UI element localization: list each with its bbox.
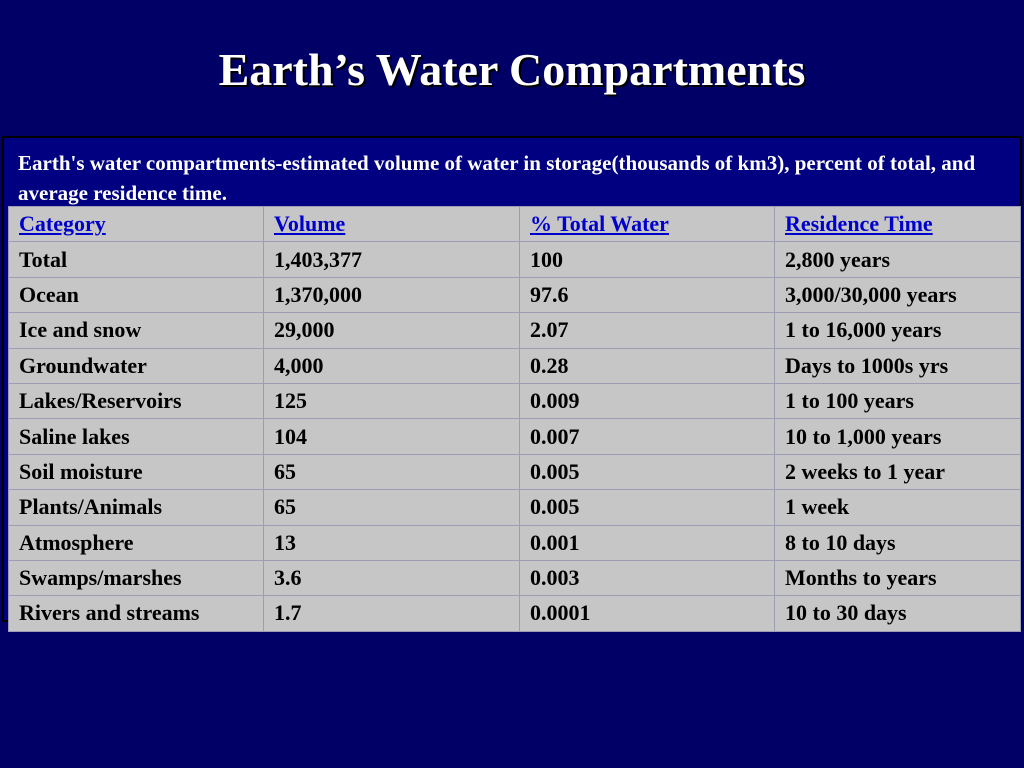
cell-volume: 3.6 <box>263 559 520 597</box>
cell-category: Soil moisture <box>8 453 264 491</box>
header-volume[interactable]: Volume <box>263 205 520 243</box>
table-row: Atmosphere 13 0.001 8 to 10 days <box>8 524 1021 561</box>
cell-volume: 13 <box>263 524 520 561</box>
cell-percent: 0.28 <box>519 347 775 384</box>
table-row: Groundwater 4,000 0.28 Days to 1000s yrs <box>8 347 1021 384</box>
cell-category: Plants/Animals <box>8 489 264 526</box>
cell-category: Ocean <box>8 276 264 314</box>
cell-residence-time: 2,800 years <box>774 241 1021 278</box>
table-row: Total 1,403,377 100 2,800 years <box>8 241 1021 278</box>
cell-percent: 0.009 <box>519 382 775 420</box>
cell-volume: 29,000 <box>263 312 520 349</box>
table-row: Lakes/Reservoirs 125 0.009 1 to 100 year… <box>8 382 1021 420</box>
table-row: Saline lakes 104 0.007 10 to 1,000 years <box>8 418 1021 455</box>
table-row: Rivers and streams 1.7 0.0001 10 to 30 d… <box>8 595 1021 632</box>
cell-category: Atmosphere <box>8 524 264 561</box>
cell-category: Saline lakes <box>8 418 264 455</box>
header-residence-time[interactable]: Residence Time <box>774 205 1021 243</box>
cell-percent: 0.005 <box>519 489 775 526</box>
cell-volume: 65 <box>263 489 520 526</box>
cell-percent: 97.6 <box>519 276 775 314</box>
water-compartments-table: Category Volume % Total Water Residence … <box>8 205 1021 632</box>
table-row: Ocean 1,370,000 97.6 3,000/30,000 years <box>8 276 1021 314</box>
cell-category: Total <box>8 241 264 278</box>
cell-volume: 104 <box>263 418 520 455</box>
cell-volume: 1,403,377 <box>263 241 520 278</box>
cell-residence-time: Months to years <box>774 559 1021 597</box>
cell-category: Rivers and streams <box>8 595 264 632</box>
cell-residence-time: 10 to 30 days <box>774 595 1021 632</box>
cell-percent: 0.003 <box>519 559 775 597</box>
cell-category: Groundwater <box>8 347 264 384</box>
cell-category: Ice and snow <box>8 312 264 349</box>
cell-percent: 0.007 <box>519 418 775 455</box>
cell-percent: 2.07 <box>519 312 775 349</box>
table-row: Swamps/marshes 3.6 0.003 Months to years <box>8 559 1021 597</box>
cell-percent: 0.0001 <box>519 595 775 632</box>
header-category[interactable]: Category <box>8 205 264 243</box>
cell-residence-time: Days to 1000s yrs <box>774 347 1021 384</box>
cell-residence-time: 10 to 1,000 years <box>774 418 1021 455</box>
cell-volume: 1,370,000 <box>263 276 520 314</box>
cell-percent: 0.005 <box>519 453 775 491</box>
table-row: Plants/Animals 65 0.005 1 week <box>8 489 1021 526</box>
slide-title: Earth’s Water Compartments <box>218 44 806 95</box>
header-percent-total-water[interactable]: % Total Water <box>519 205 775 243</box>
cell-residence-time: 8 to 10 days <box>774 524 1021 561</box>
table-header-row: Category Volume % Total Water Residence … <box>8 205 1021 243</box>
cell-residence-time: 1 to 16,000 years <box>774 312 1021 349</box>
cell-residence-time: 1 to 100 years <box>774 382 1021 420</box>
cell-volume: 4,000 <box>263 347 520 384</box>
table-caption: Earth's water compartments-estimated vol… <box>8 142 1020 206</box>
table-row: Ice and snow 29,000 2.07 1 to 16,000 yea… <box>8 312 1021 349</box>
cell-category: Lakes/Reservoirs <box>8 382 264 420</box>
cell-percent: 100 <box>519 241 775 278</box>
table-row: Soil moisture 65 0.005 2 weeks to 1 year <box>8 453 1021 491</box>
cell-volume: 1.7 <box>263 595 520 632</box>
cell-category: Swamps/marshes <box>8 559 264 597</box>
cell-residence-time: 2 weeks to 1 year <box>774 453 1021 491</box>
cell-volume: 65 <box>263 453 520 491</box>
cell-volume: 125 <box>263 382 520 420</box>
cell-percent: 0.001 <box>519 524 775 561</box>
cell-residence-time: 1 week <box>774 489 1021 526</box>
table-panel: Earth's water compartments-estimated vol… <box>2 136 1022 632</box>
cell-residence-time: 3,000/30,000 years <box>774 276 1021 314</box>
